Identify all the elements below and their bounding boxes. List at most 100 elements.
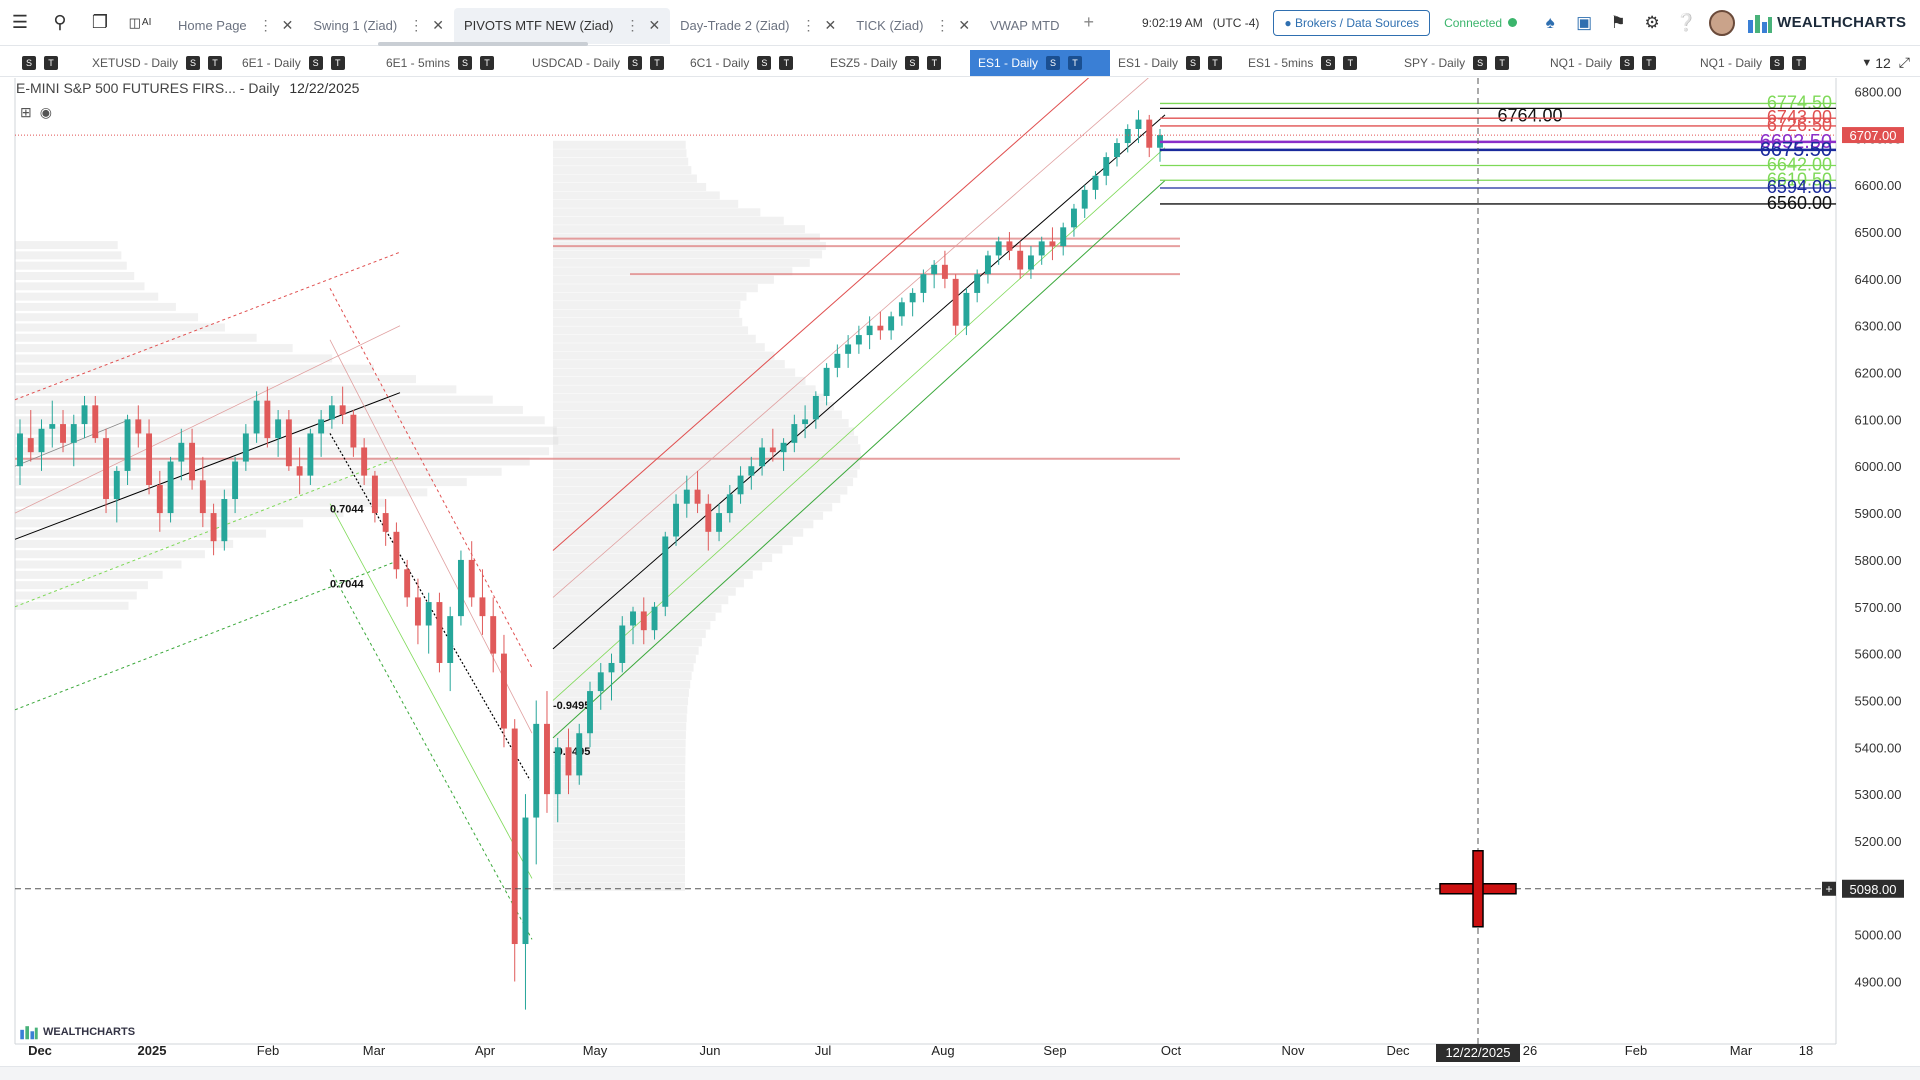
expand-icon[interactable]: ⊞ <box>20 104 32 120</box>
sync-button[interactable]: S <box>1046 55 1061 70</box>
candle[interactable] <box>984 255 991 275</box>
candle[interactable] <box>60 424 66 443</box>
candle[interactable] <box>802 419 809 425</box>
candle[interactable] <box>877 325 884 331</box>
candle[interactable] <box>630 611 636 626</box>
candle[interactable] <box>361 447 368 476</box>
notifications-bell-icon[interactable]: ⚑ <box>1610 12 1626 32</box>
close-tab-icon[interactable]: ✕ <box>281 17 294 33</box>
timeframe-button[interactable]: T <box>1792 55 1807 70</box>
timeframe-button[interactable]: T <box>44 55 58 70</box>
candle[interactable] <box>49 424 56 429</box>
candle[interactable] <box>425 602 432 626</box>
candle[interactable] <box>113 470 120 500</box>
workspace-tab[interactable]: Day-Trade 2 (Ziad) ⋮ ✕ <box>670 8 846 44</box>
candle[interactable] <box>694 489 701 504</box>
candle[interactable] <box>554 747 561 795</box>
sync-button[interactable]: S <box>1770 55 1785 70</box>
chart-tab[interactable]: XETUSD - Daily S T <box>84 50 234 76</box>
ai-assistant-button[interactable]: ◫ AI <box>128 14 152 30</box>
close-tab-icon[interactable]: ✕ <box>432 17 444 33</box>
candle[interactable] <box>791 424 798 443</box>
timeframe-button[interactable]: T <box>779 55 794 70</box>
candle[interactable] <box>210 513 217 542</box>
tab-menu-icon[interactable]: ⋮ <box>801 17 816 33</box>
candle[interactable] <box>178 442 185 462</box>
candle[interactable] <box>339 405 346 415</box>
candle[interactable] <box>479 597 486 617</box>
workspace-tab[interactable]: VWAP MTD <box>980 8 1069 44</box>
hamburger-menu-icon[interactable]: ☰ <box>11 12 29 32</box>
tab-menu-icon[interactable]: ⋮ <box>625 17 639 33</box>
candle[interactable] <box>834 353 841 368</box>
hide-eye-icon[interactable]: ◉ <box>39 104 52 120</box>
workspace-tab[interactable]: Swing 1 (Ziad) ⋮ ✕ <box>303 8 454 44</box>
candle[interactable] <box>307 433 314 476</box>
tab-menu-icon[interactable]: ⋮ <box>935 17 949 33</box>
candle[interactable] <box>103 438 109 500</box>
candle[interactable] <box>1135 119 1142 129</box>
sync-button[interactable]: S <box>458 55 473 70</box>
sync-button[interactable]: S <box>905 55 920 70</box>
candle[interactable] <box>1060 227 1067 247</box>
candle[interactable] <box>855 335 862 345</box>
workspace-tab[interactable]: PIVOTS MTF NEW (Ziad) ⋮ ✕ <box>453 7 671 44</box>
candle[interactable] <box>909 292 916 303</box>
candle[interactable] <box>931 264 938 275</box>
candle[interactable] <box>737 475 744 495</box>
candle[interactable] <box>414 597 421 626</box>
sync-button[interactable]: S <box>1620 55 1635 70</box>
chart-tab[interactable]: 6E1 - 5mins S T <box>378 50 524 76</box>
candle[interactable] <box>38 428 45 453</box>
candle[interactable] <box>1081 189 1088 209</box>
candle[interactable] <box>576 733 583 776</box>
chart-tab[interactable]: 6C1 - Daily S T <box>682 50 822 76</box>
candle[interactable] <box>1071 208 1077 228</box>
candle[interactable] <box>1103 157 1110 176</box>
settings-gear-icon[interactable]: ⚙ <box>1644 12 1660 32</box>
candle[interactable] <box>328 405 335 420</box>
chart-area[interactable]: 0.7044 0.7044 -0.9495 -0.9495 6774.50 6764.00… <box>0 78 1920 1068</box>
candle[interactable] <box>544 723 550 795</box>
candle[interactable] <box>640 611 647 631</box>
candle[interactable] <box>1038 241 1045 256</box>
candle[interactable] <box>974 274 981 293</box>
avatar[interactable] <box>1709 9 1736 36</box>
candle[interactable] <box>253 400 260 434</box>
sync-button[interactable]: S <box>1473 55 1488 70</box>
candle[interactable] <box>683 489 690 504</box>
timeframe-button[interactable]: T <box>1495 55 1510 70</box>
candle[interactable] <box>748 466 755 476</box>
candle[interactable] <box>845 344 852 354</box>
candle[interactable] <box>1146 119 1153 148</box>
candle[interactable] <box>769 447 776 453</box>
candle[interactable] <box>995 241 1002 256</box>
candle[interactable] <box>522 817 529 945</box>
add-tab-button[interactable]: + <box>1083 12 1094 32</box>
candle[interactable] <box>318 419 325 434</box>
candle[interactable] <box>501 653 507 729</box>
candle[interactable] <box>124 419 131 471</box>
candle[interactable] <box>393 531 400 570</box>
sync-button[interactable]: S <box>186 55 201 70</box>
timeframe-button[interactable]: T <box>1208 55 1223 70</box>
chart-tab[interactable]: NQ1 - Daily S T <box>1692 50 1824 76</box>
candle[interactable] <box>221 499 228 542</box>
candle[interactable] <box>350 414 357 448</box>
brokers-data-sources-button[interactable]: ● Brokers / Data Sources <box>1273 9 1431 36</box>
sync-button[interactable]: S <box>22 55 36 70</box>
close-tab-icon[interactable]: ✕ <box>958 17 971 33</box>
workspace-tab[interactable]: Home Page ⋮ ✕ <box>168 8 303 44</box>
candle[interactable] <box>920 274 927 293</box>
candle[interactable] <box>1114 143 1120 158</box>
timeframe-button[interactable]: T <box>927 55 942 70</box>
candle[interactable] <box>232 461 239 500</box>
candle[interactable] <box>888 316 895 331</box>
add-alert-button[interactable] <box>1822 881 1836 896</box>
chart-tab[interactable]: ES1 - Daily S T <box>970 49 1110 76</box>
fullscreen-icon[interactable]: ⤢ <box>1898 54 1910 70</box>
candle[interactable] <box>156 484 163 514</box>
timeframe-button[interactable]: T <box>650 55 665 70</box>
candle[interactable] <box>1092 175 1099 190</box>
candle[interactable] <box>1017 250 1024 270</box>
